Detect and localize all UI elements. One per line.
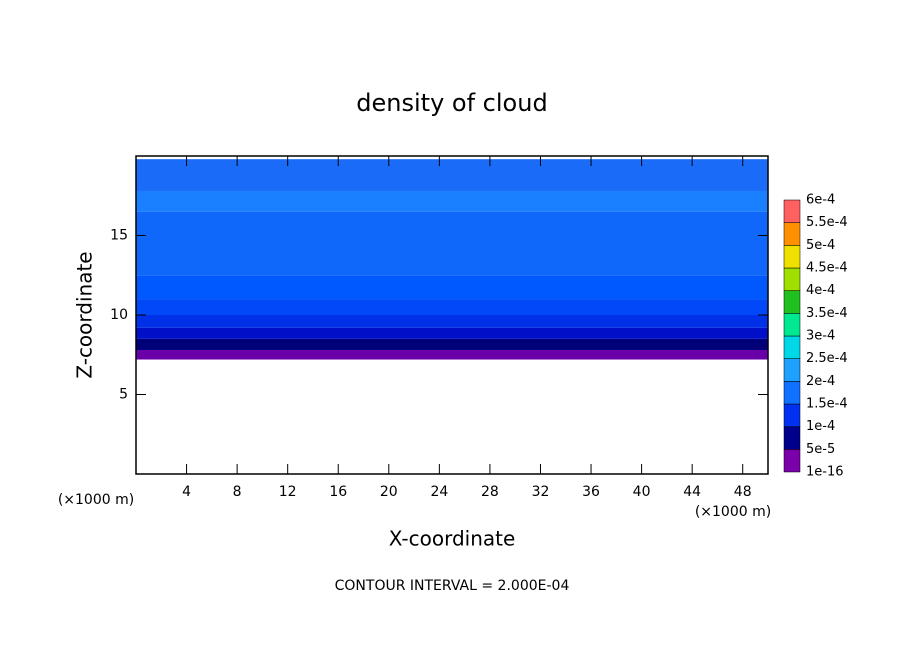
x-tick-label: 4 — [182, 484, 191, 500]
x-tick-label: 28 — [481, 484, 499, 500]
contour-band — [136, 299, 768, 315]
contour-band — [136, 211, 768, 276]
y-axis-label: Z-coordinate — [73, 251, 97, 378]
y-tick-label: 15 — [110, 228, 128, 244]
x-tick-label: 32 — [532, 484, 550, 500]
colorbar-label: 1e-4 — [806, 419, 835, 434]
colorbar-label: 2.5e-4 — [806, 351, 848, 366]
colorbar-label: 3e-4 — [806, 329, 835, 344]
x-tick-label: 16 — [329, 484, 347, 500]
colorbar-segment — [783, 381, 801, 405]
colorbar-segment — [783, 403, 801, 427]
colorbar-segment — [783, 426, 801, 450]
contour-band — [136, 275, 768, 300]
colorbar-label: 3.5e-4 — [806, 306, 848, 321]
x-tick-label: 8 — [233, 484, 242, 500]
colorbar-label: 6e-4 — [806, 193, 835, 208]
x-tick-label: 44 — [683, 484, 701, 500]
colorbar-label: 4.5e-4 — [806, 261, 848, 276]
annotation: CONTOUR INTERVAL = 2.000E-04 — [335, 578, 570, 594]
x-tick-label: 40 — [633, 484, 651, 500]
colorbar-label: 1e-16 — [806, 465, 844, 480]
colorbar-label: 5e-5 — [806, 442, 835, 457]
colorbar-segment — [783, 222, 801, 246]
colorbar-segment — [783, 245, 801, 269]
colorbar-segment — [783, 335, 801, 359]
chart-title: density of cloud — [356, 89, 547, 117]
x-unit: (×1000 m) — [695, 504, 771, 520]
colorbar-segment — [783, 313, 801, 337]
y-tick-label: 5 — [119, 387, 128, 403]
colorbar-label: 5.5e-4 — [806, 215, 848, 230]
colorbar-segment — [783, 358, 801, 382]
contour-band — [136, 349, 768, 360]
colorbar-label: 4e-4 — [806, 283, 835, 298]
colorbar-segment — [783, 449, 801, 473]
x-tick-label: 48 — [734, 484, 752, 500]
colorbar-label: 1.5e-4 — [806, 397, 848, 412]
x-tick-label: 36 — [582, 484, 600, 500]
x-tick-label: 12 — [279, 484, 297, 500]
contour-band — [136, 327, 768, 339]
contour-band — [136, 338, 768, 350]
colorbar-label: 2e-4 — [806, 374, 835, 389]
colorbar-segment — [783, 290, 801, 314]
colorbar-segment — [783, 267, 801, 291]
contour-band — [136, 190, 768, 212]
x-axis-label: X-coordinate — [389, 527, 516, 551]
x-tick-label: 24 — [430, 484, 448, 500]
y-tick-label: 10 — [110, 307, 128, 323]
contour-band — [136, 315, 768, 328]
colorbar-label: 5e-4 — [806, 238, 835, 253]
colorbar-segment — [783, 199, 801, 223]
contour-band — [136, 159, 768, 191]
x-tick-label: 20 — [380, 484, 398, 500]
y-unit: (×1000 m) — [58, 492, 134, 508]
